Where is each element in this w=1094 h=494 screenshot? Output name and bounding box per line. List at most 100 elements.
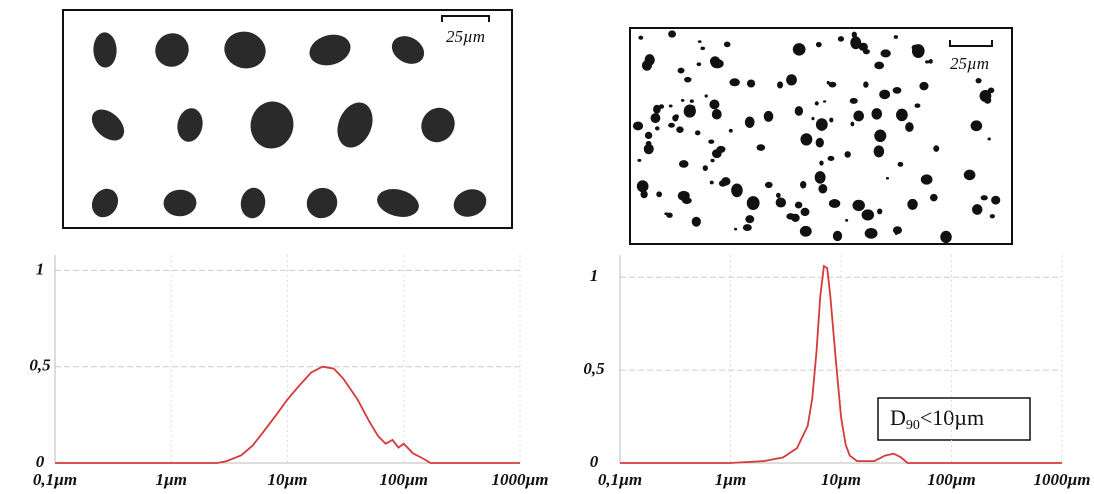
particle — [861, 209, 875, 221]
particle — [799, 225, 812, 237]
particle — [794, 106, 804, 116]
particle — [874, 129, 887, 143]
particle — [643, 143, 654, 155]
y-tick-label: 0 — [590, 452, 599, 471]
particle — [763, 110, 774, 122]
particle — [873, 145, 885, 158]
particle — [940, 230, 952, 244]
particle — [668, 30, 677, 38]
particle — [711, 109, 722, 120]
micrograph — [632, 30, 1001, 244]
particle — [756, 144, 766, 151]
particle — [636, 180, 649, 193]
y-tick-label: 1 — [36, 259, 45, 278]
x-tick-label: 100µm — [379, 470, 428, 489]
particle — [804, 208, 809, 213]
particle — [689, 99, 694, 103]
particle — [815, 41, 822, 48]
particle — [815, 137, 824, 148]
y-tick-label: 1 — [590, 266, 599, 285]
particle — [764, 181, 773, 189]
particle — [864, 227, 878, 239]
particle — [678, 160, 689, 168]
particle — [819, 160, 824, 166]
particle — [980, 195, 988, 201]
particle — [814, 101, 819, 106]
particle — [776, 81, 784, 89]
particle — [991, 195, 1001, 205]
particle — [742, 224, 752, 232]
particle — [309, 34, 351, 66]
scale-label: 25µm — [950, 54, 989, 73]
particle — [155, 33, 189, 67]
x-tick-label: 1µm — [155, 470, 187, 489]
y-tick-label: 0,5 — [29, 356, 51, 375]
particle — [989, 214, 995, 219]
particle — [814, 171, 826, 184]
x-tick-label: 0,1µm — [598, 470, 642, 489]
particle — [746, 79, 756, 88]
particle — [791, 213, 800, 222]
particle — [224, 31, 266, 69]
particle — [668, 104, 673, 108]
particle — [970, 120, 983, 132]
particle — [676, 126, 684, 134]
particle — [871, 108, 883, 120]
scale-label: 25µm — [446, 27, 485, 46]
particle — [852, 199, 865, 212]
particle — [897, 161, 904, 167]
particle — [892, 86, 902, 94]
scale-bar — [441, 15, 490, 22]
particle — [892, 226, 903, 235]
particle — [640, 190, 648, 199]
particle — [709, 180, 714, 185]
particle — [829, 117, 834, 123]
particle — [672, 114, 679, 122]
particle — [863, 81, 869, 88]
particle — [689, 105, 696, 110]
particle — [745, 215, 755, 224]
particle — [391, 36, 425, 64]
x-tick-label: 1µm — [715, 470, 747, 489]
particle — [710, 58, 724, 69]
particle — [729, 78, 740, 87]
particle — [800, 133, 813, 146]
y-tick-label: 0 — [36, 452, 45, 471]
particle — [811, 116, 815, 121]
particle — [702, 165, 708, 171]
particle — [704, 94, 708, 98]
particle — [905, 122, 914, 132]
particle — [850, 121, 855, 127]
particle — [827, 155, 835, 162]
particle — [638, 35, 644, 40]
particle — [691, 216, 701, 227]
particle — [800, 207, 810, 217]
particle — [709, 99, 720, 110]
particle — [650, 113, 661, 124]
particle — [815, 118, 828, 131]
particle — [177, 108, 203, 142]
particle — [240, 187, 266, 219]
particle — [853, 110, 864, 122]
x-tick-label: 1000µm — [491, 470, 548, 489]
particle — [306, 187, 338, 219]
particle — [716, 145, 726, 153]
annotation-main: D — [890, 405, 906, 430]
particle — [93, 32, 117, 68]
y-tick-label: 0,5 — [583, 359, 605, 378]
particle — [644, 131, 653, 140]
particle — [828, 81, 837, 88]
particle — [377, 189, 419, 217]
data-line — [55, 365, 520, 464]
particle — [728, 128, 733, 133]
particle — [656, 191, 663, 198]
x-tick-label: 100µm — [927, 470, 976, 489]
x-tick-label: 10µm — [267, 470, 307, 489]
particle — [632, 121, 644, 131]
particle — [453, 189, 487, 217]
particle — [668, 122, 675, 128]
particle — [697, 40, 702, 43]
particle — [971, 204, 983, 215]
particle — [894, 232, 898, 235]
